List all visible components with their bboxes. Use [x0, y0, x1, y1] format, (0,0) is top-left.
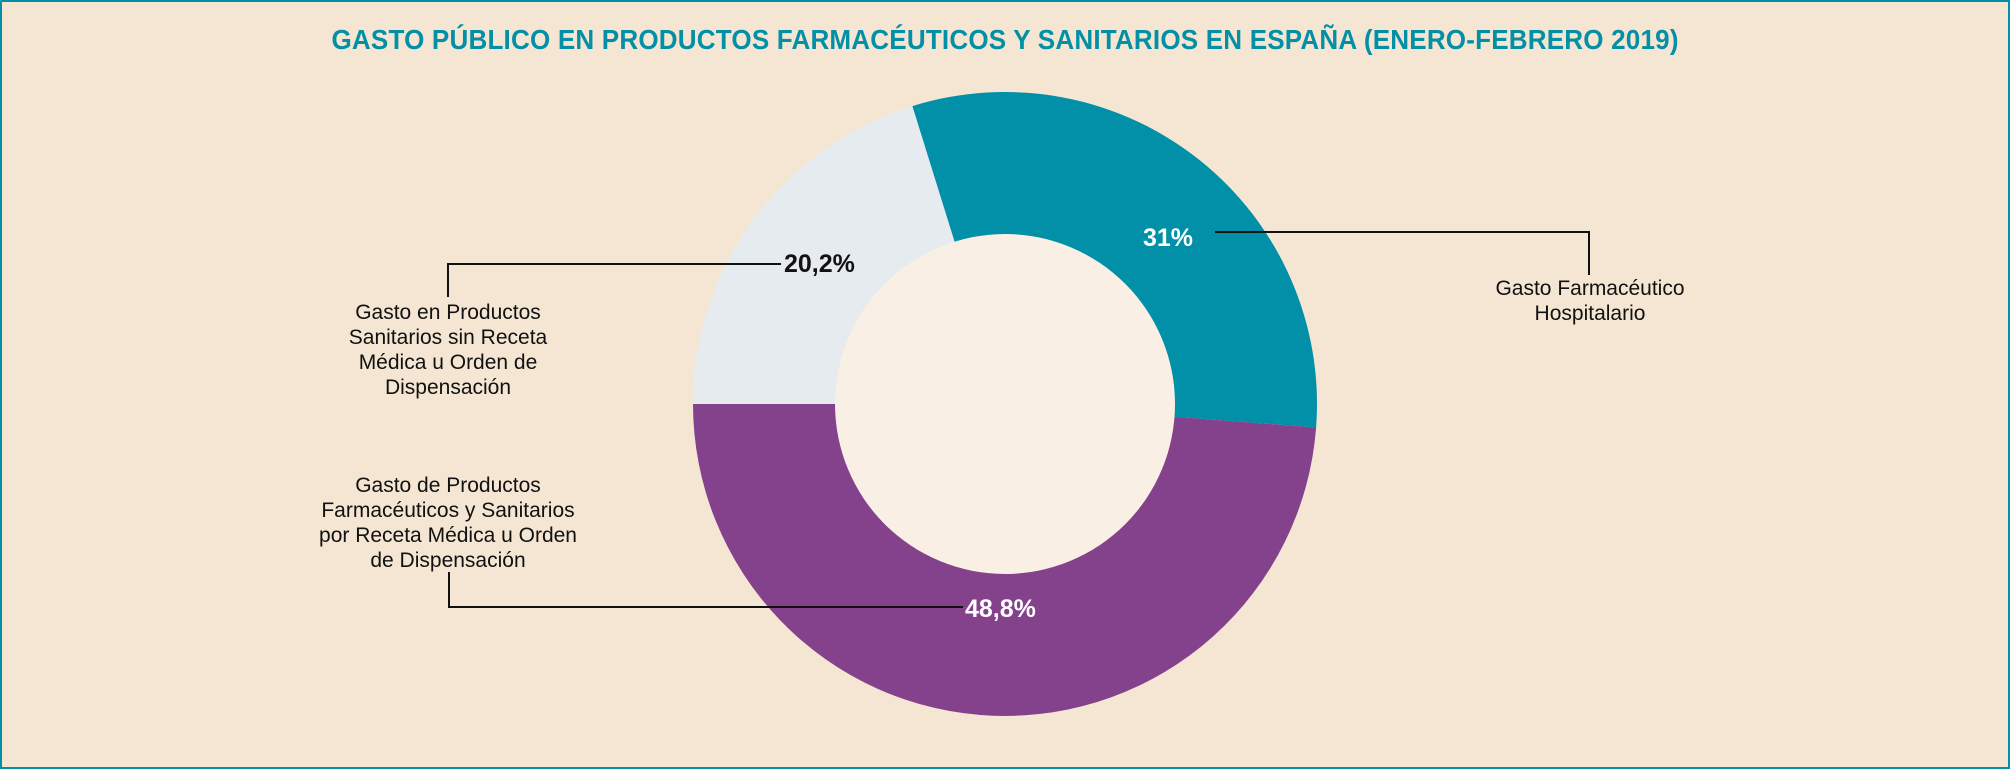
leader-line-hospitalario	[1215, 231, 1590, 275]
chart-title: GASTO PÚBLICO EN PRODUCTOS FARMACÉUTICOS…	[331, 24, 1679, 55]
donut-hole	[835, 234, 1175, 574]
label-line: Farmacéuticos y Sanitarios	[321, 499, 575, 522]
category-label-sin-receta: Gasto en Productos Sanitarios sin Receta…	[308, 300, 588, 400]
value-label-receta: 48,8%	[965, 595, 1036, 623]
category-label-receta: Gasto de Productos Farmacéuticos y Sanit…	[278, 473, 618, 573]
label-line: Hospitalario	[1534, 302, 1646, 325]
label-line: Gasto Farmacéutico	[1495, 277, 1685, 300]
label-line: Dispensación	[384, 376, 512, 399]
leader-line-receta	[448, 572, 963, 608]
label-line: por Receta Médica u Orden	[319, 524, 577, 547]
label-line: de Dispensación	[370, 549, 526, 572]
value-label-hospitalario: 31%	[1143, 224, 1193, 252]
label-line: Sanitarios sin Receta	[348, 326, 548, 349]
category-label-hospitalario: Gasto Farmacéutico Hospitalario	[1470, 276, 1710, 326]
leader-line-sin-receta	[447, 263, 781, 297]
label-line: Gasto de Productos	[355, 474, 541, 497]
label-line: Médica u Orden de	[358, 351, 538, 374]
label-line: Gasto en Productos	[355, 301, 541, 324]
value-label-sin-receta: 20,2%	[784, 250, 855, 278]
